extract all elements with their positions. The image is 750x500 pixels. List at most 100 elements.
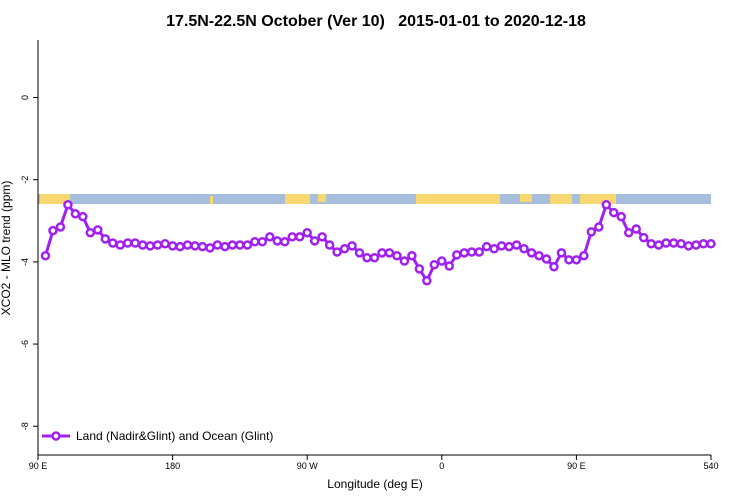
data-point	[407, 250, 417, 261]
data-point	[481, 241, 492, 252]
legend-label: Land (Nadir&Glint) and Ocean (Glint)	[76, 429, 273, 443]
data-point	[489, 243, 499, 254]
data-point	[257, 236, 268, 247]
data-point	[167, 241, 178, 251]
data-point	[466, 247, 477, 257]
data-point	[579, 250, 589, 261]
data-point	[541, 254, 552, 264]
data-point	[235, 240, 245, 250]
data-point	[287, 232, 297, 242]
data-point	[474, 247, 484, 257]
data-point	[653, 240, 664, 250]
data-point	[623, 227, 634, 238]
data-point	[526, 248, 537, 258]
land-ocean-band	[38, 194, 711, 204]
data-point	[70, 209, 81, 219]
x-axis-label: Longitude (deg E)	[327, 477, 422, 491]
x-tick-label: 90 E	[567, 461, 586, 471]
data-point	[309, 236, 320, 246]
data-point	[392, 250, 402, 261]
x-tick-label: 90 W	[297, 461, 319, 471]
data-point	[265, 232, 275, 242]
data-point	[646, 239, 656, 249]
y-tick-label: -2	[20, 176, 30, 184]
data-point	[55, 222, 66, 232]
data-point	[698, 239, 709, 249]
data-point	[549, 262, 559, 272]
x-tick-label: 90 E	[29, 461, 48, 471]
data-point	[280, 236, 290, 247]
data-point	[422, 276, 432, 286]
data-point	[250, 236, 260, 247]
data-point	[220, 241, 230, 252]
data-point	[48, 225, 58, 236]
data-point	[100, 234, 111, 244]
data-point	[85, 227, 96, 238]
data-point	[683, 241, 694, 251]
y-tick-label: -8	[20, 422, 30, 430]
data-point	[564, 255, 574, 265]
data-point	[115, 240, 126, 250]
data-point	[40, 250, 51, 261]
data-point	[706, 239, 716, 249]
x-tick-label: 180	[165, 461, 180, 471]
data-point	[444, 261, 455, 271]
data-point	[437, 256, 447, 266]
data-point	[519, 243, 529, 254]
data-point	[182, 240, 193, 250]
x-tick-label: 0	[439, 461, 444, 471]
data-point	[152, 240, 163, 250]
data-point	[534, 250, 544, 261]
data-point	[511, 240, 522, 250]
data-point	[212, 240, 223, 250]
data-point	[631, 224, 641, 234]
data-point	[676, 239, 686, 249]
data-point	[369, 253, 380, 263]
data-point	[571, 255, 582, 265]
y-tick-label: -4	[20, 258, 30, 266]
data-point	[586, 227, 597, 237]
x-tick-label: 540	[703, 461, 718, 471]
data-point	[354, 248, 365, 258]
data-point	[294, 232, 305, 242]
data-point	[452, 250, 462, 260]
data-point	[661, 238, 671, 248]
data-point	[347, 241, 357, 251]
data-point	[668, 238, 679, 248]
data-point	[496, 241, 507, 251]
data-point	[78, 211, 88, 222]
data-point	[130, 238, 140, 248]
y-tick-label: 0	[20, 95, 30, 100]
data-point	[63, 200, 73, 210]
data-point	[384, 248, 395, 258]
data-point	[317, 232, 327, 242]
data-point	[609, 207, 619, 218]
legend-marker	[51, 431, 61, 441]
data-point	[556, 248, 567, 258]
data-point	[616, 211, 627, 222]
data-point	[160, 239, 170, 249]
data-point	[324, 240, 335, 250]
y-axis-label: XCO2 - MLO trend (ppm)	[0, 181, 13, 316]
data-point	[227, 240, 238, 250]
y-tick-label: -6	[20, 340, 30, 348]
data-point	[594, 222, 604, 232]
data-point	[362, 253, 372, 263]
data-point	[691, 240, 701, 250]
data-point	[242, 240, 253, 250]
chart-title: 17.5N-22.5N October (Ver 10) 2015-01-01 …	[166, 13, 586, 30]
data-point	[638, 232, 649, 243]
data-point	[377, 248, 387, 258]
data-point	[339, 243, 350, 254]
data-point	[399, 256, 410, 266]
data-point	[429, 260, 440, 270]
data-point	[197, 241, 208, 252]
data-point	[108, 238, 118, 248]
data-point	[93, 225, 103, 235]
data-point	[190, 241, 200, 251]
data-point	[145, 241, 155, 251]
data-point	[175, 241, 185, 252]
data-point	[205, 243, 215, 253]
data-point	[302, 227, 312, 238]
